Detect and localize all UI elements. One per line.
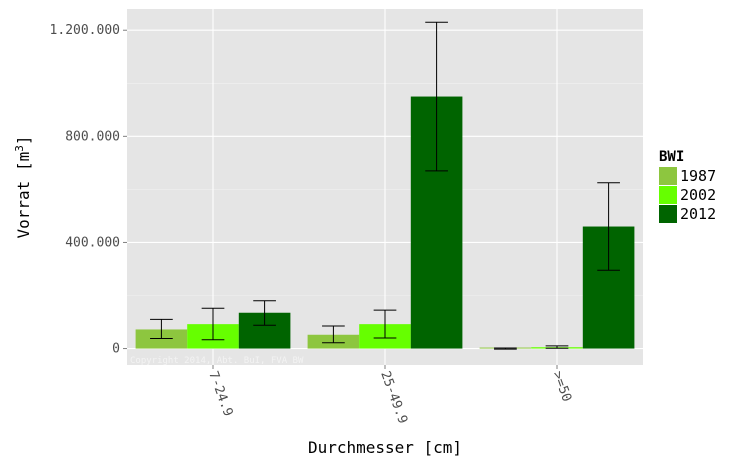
legend-label-1987: 1987 [680, 167, 716, 185]
x-tick-label: 25-49.9 [377, 369, 410, 426]
bar-1987-7-24.9 [135, 329, 188, 349]
legend-title: BWI [659, 149, 684, 165]
gridlines [127, 9, 643, 365]
y-tick-label: 0 [112, 342, 120, 357]
x-axis-ticks: 7-24.9 25-49.9 >=50 [205, 365, 574, 426]
legend-swatch-2002 [659, 186, 677, 204]
y-tick-label: 400.000 [65, 235, 120, 250]
y-tick-label: 1.200.000 [50, 23, 120, 38]
x-axis-title: Durchmesser [cm] [308, 438, 462, 457]
legend-swatch-1987 [659, 167, 677, 185]
y-axis-title-end: ] [14, 136, 33, 146]
y-axis-title-superscript: 3 [13, 145, 26, 152]
legend-label-2002: 2002 [680, 186, 716, 204]
legend-label-2012: 2012 [680, 205, 716, 223]
y-axis-title: Vorrat [m3] [13, 136, 33, 239]
y-axis-ticks: 0 400.000 800.000 1.200.000 [50, 23, 127, 357]
watermark: Copyright 2014, Abt. BuI, FVA BW [130, 356, 304, 366]
x-tick-label: 7-24.9 [205, 369, 235, 418]
y-tick-label: 800.000 [65, 129, 120, 144]
error-bars [150, 21, 620, 350]
legend-swatch-2012 [659, 205, 677, 223]
y-axis-title-main: Vorrat [m [14, 152, 33, 239]
x-tick-label: >=50 [549, 369, 574, 404]
